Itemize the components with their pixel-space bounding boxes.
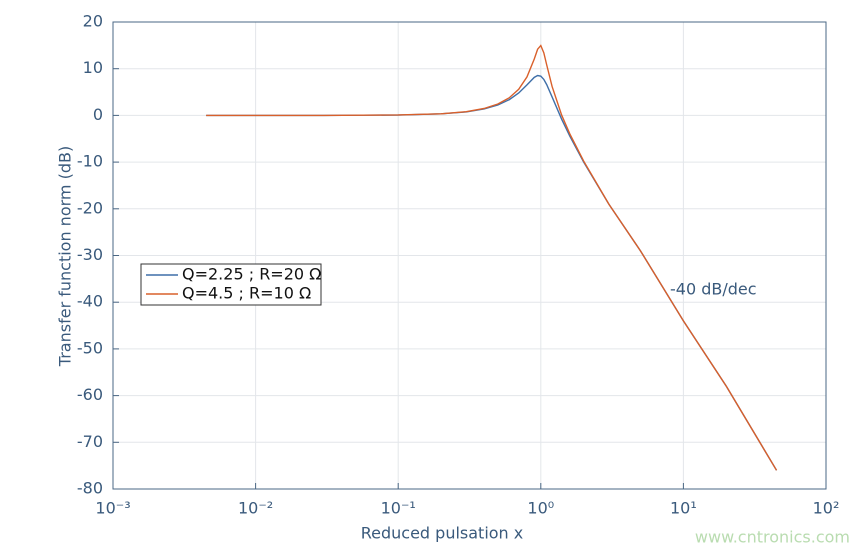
- y-tick-label: 0: [93, 105, 103, 124]
- watermark: www.cntronics.com: [695, 528, 850, 547]
- x-tick-label: 10⁻¹: [381, 499, 416, 518]
- legend-label: Q=4.5 ; R=10 Ω: [182, 284, 311, 303]
- grid: [112, 21, 827, 490]
- y-tick-label: -30: [77, 245, 103, 264]
- y-tick-label: 10: [83, 58, 103, 77]
- y-tick-label: -50: [77, 338, 103, 357]
- x-axis-label: Reduced pulsation x: [361, 524, 524, 543]
- x-tick-label: 10²: [813, 499, 840, 518]
- y-tick-label: -60: [77, 385, 103, 404]
- x-tick-label: 10⁻³: [95, 499, 130, 518]
- y-tick-label: -40: [77, 292, 103, 311]
- legend-label: Q=2.25 ; R=20 Ω: [182, 265, 321, 284]
- x-tick-label: 10⁻²: [238, 499, 273, 518]
- y-tick-label: -80: [77, 479, 103, 498]
- series-line: [206, 44, 778, 471]
- y-tick-label: 20: [83, 12, 103, 31]
- x-tick-label: 10⁰: [527, 499, 554, 518]
- y-axis-label: Transfer function norm (dB): [56, 146, 75, 367]
- y-tick-label: -10: [77, 152, 103, 171]
- y-tick-label: -70: [77, 432, 103, 451]
- annotation: -40 dB/dec: [670, 280, 757, 299]
- legend-box: [140, 263, 322, 306]
- x-tick-label: 10¹: [670, 499, 697, 518]
- y-tick-label: -20: [77, 198, 103, 217]
